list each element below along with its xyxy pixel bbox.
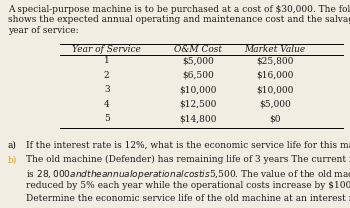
Text: $10,000: $10,000: [256, 85, 293, 94]
Text: If the interest rate is 12%, what is the economic service life for this machine?: If the interest rate is 12%, what is the…: [26, 140, 350, 149]
Text: reduced by 5% each year while the operational costs increase by $1000 each year.: reduced by 5% each year while the operat…: [26, 181, 350, 190]
Text: Determine the economic service life of the old machine at an interest rate of 12: Determine the economic service life of t…: [26, 194, 350, 203]
Text: $0: $0: [269, 114, 280, 123]
Text: Market Value: Market Value: [244, 45, 305, 54]
Text: 4: 4: [104, 100, 110, 109]
Text: 3: 3: [104, 85, 110, 94]
Text: $5,000: $5,000: [259, 100, 290, 109]
Text: $6,500: $6,500: [182, 71, 214, 80]
Text: 5: 5: [104, 114, 110, 123]
Text: year of service:: year of service:: [8, 26, 78, 35]
Text: is $28,000 and the annual operational cost is $5,500. The value of the old machi: is $28,000 and the annual operational co…: [26, 168, 350, 181]
Text: 2: 2: [104, 71, 110, 80]
Text: O&M Cost: O&M Cost: [174, 45, 222, 54]
Text: $14,800: $14,800: [179, 114, 216, 123]
Text: $25,800: $25,800: [256, 56, 293, 65]
Text: A special-purpose machine is to be purchased at a cost of $30,000. The following: A special-purpose machine is to be purch…: [8, 5, 350, 14]
Text: b): b): [8, 155, 17, 164]
Text: Year of Service: Year of Service: [72, 45, 141, 54]
Text: a): a): [8, 140, 16, 149]
Text: $12,500: $12,500: [179, 100, 216, 109]
Text: The old machine (Defender) has remaining life of 3 years The current market valu: The old machine (Defender) has remaining…: [26, 155, 350, 164]
Text: $5,000: $5,000: [182, 56, 214, 65]
Text: $16,000: $16,000: [256, 71, 293, 80]
Text: $10,000: $10,000: [179, 85, 216, 94]
Text: 1: 1: [104, 56, 110, 65]
Text: shows the expected annual operating and maintenance cost and the salvage value f: shows the expected annual operating and …: [8, 15, 350, 24]
